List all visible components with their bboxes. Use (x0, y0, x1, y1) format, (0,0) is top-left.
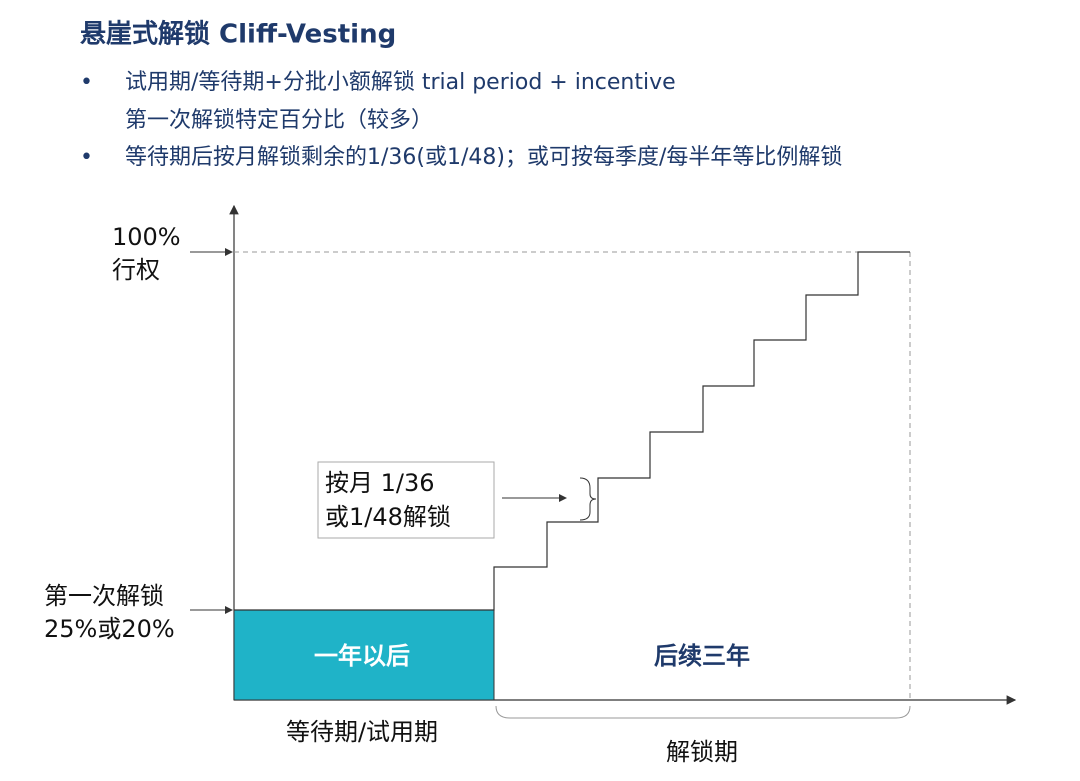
callout-text: 或1/48解锁 (325, 503, 451, 531)
box-label: 后续三年 (654, 642, 750, 670)
y-label: 100% (112, 223, 181, 251)
x-label: 解锁期 (666, 738, 738, 766)
bracket (495, 705, 911, 719)
box-label: 一年以后 (314, 642, 410, 670)
callout-box (317, 461, 495, 539)
title: 悬崖式解锁 Cliff-Vesting (80, 19, 396, 50)
bullet-text: 第一次解锁特定百分比（较多） (125, 108, 433, 133)
brace (579, 477, 597, 521)
callout-text: 按月 1/36 (325, 469, 435, 497)
x-label: 等待期/试用期 (286, 718, 438, 746)
y-label: 第一次解锁 (44, 582, 164, 610)
staircase (234, 251, 910, 611)
bullet-text: 试用期/等待期+分批小额解锁 trial period + incentive (125, 70, 676, 95)
cliff-box (233, 609, 495, 701)
y-label: 行权 (112, 256, 160, 284)
bullet-text: 等待期后按月解锁剩余的1/36(或1/48)；或可按每季度/每半年等比例解锁 (125, 145, 842, 170)
bullet-dot: • (80, 145, 93, 170)
bullet-dot: • (80, 70, 93, 95)
y-label: 25%或20% (44, 615, 175, 643)
